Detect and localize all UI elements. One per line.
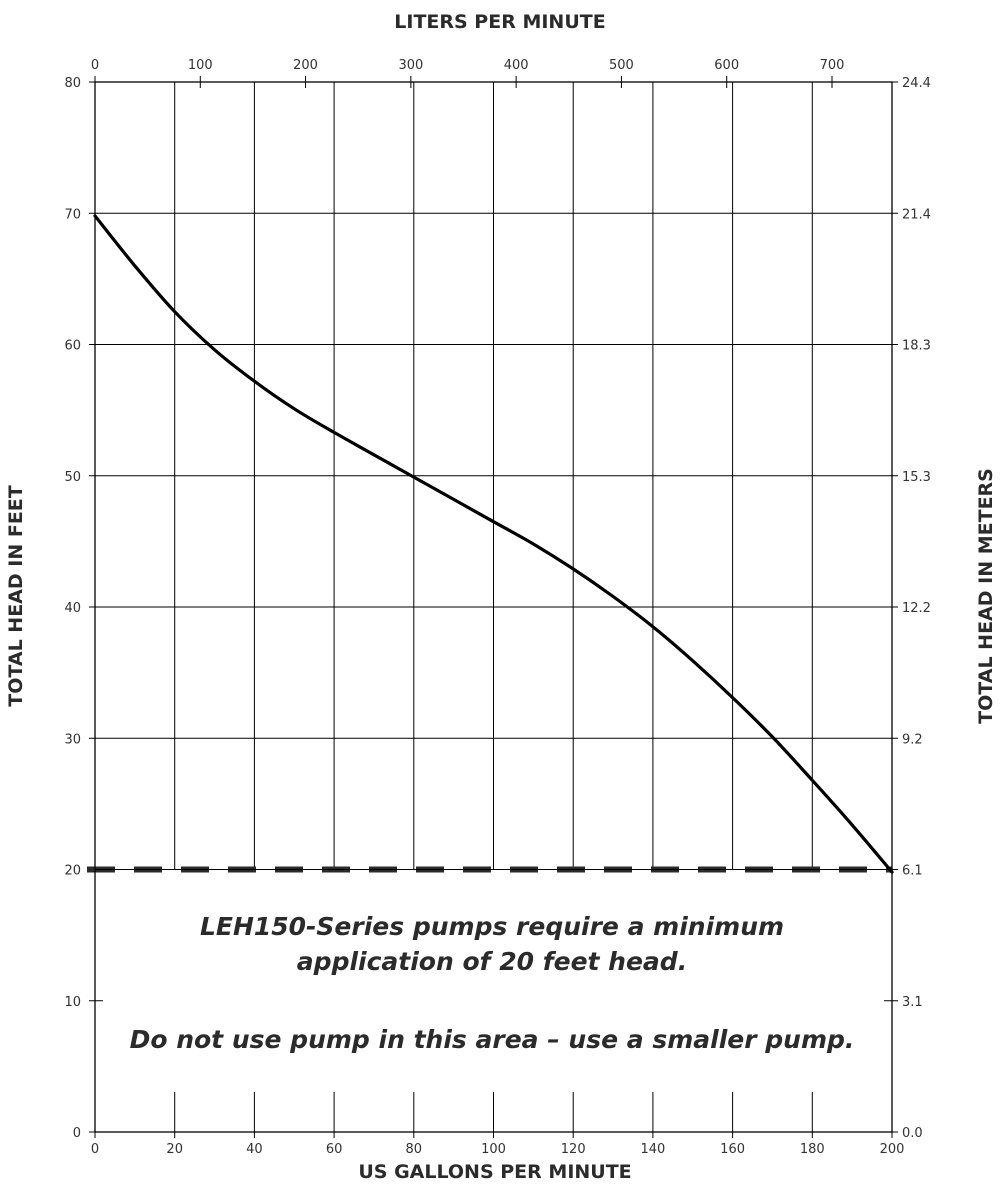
y-left-tick-label-0: 0 [73,1126,81,1141]
x-top-tick-label-0: 0 [91,58,99,73]
annotation-line-2: application of 20 feet head. [297,947,687,976]
y-left-tick-label-70: 70 [64,207,81,222]
x-bottom-tick-label-180: 180 [800,1142,825,1157]
x-bottom-tick-label-140: 140 [640,1142,665,1157]
x-bottom-tick-label-160: 160 [720,1142,745,1157]
x-bottom-tick-label-0: 0 [91,1142,99,1157]
y-left-tick-label-30: 30 [64,732,81,747]
x-top-tick-label-200: 200 [293,58,318,73]
y-right-tick-label-7: 21.4 [902,207,931,222]
top-axis-title: LITERS PER MINUTE [394,11,605,33]
y-right-tick-label-4: 12.2 [902,601,931,616]
y-right-tick-label-2: 6.1 [902,864,923,879]
y-left-tick-label-40: 40 [64,601,81,616]
y-left-tick-label-50: 50 [64,470,81,485]
y-left-tick-label-10: 10 [64,995,81,1010]
series-layer [93,214,894,874]
y-right-tick-label-1: 3.1 [902,995,923,1010]
y-right-tick-label-6: 18.3 [902,339,931,354]
labels-layer: 0 0.0 10 3.1 20 6.1 30 9.2 40 12.2 50 15.3 60 18.3 70 2… [64,58,931,1157]
pump-curve-series-0 [93,214,894,874]
x-bottom-tick-label-120: 120 [561,1142,586,1157]
right-axis-title: TOTAL HEAD IN METERS [975,468,997,724]
ticks-layer [89,76,898,1138]
x-bottom-tick-label-60: 60 [326,1142,343,1157]
annotation-line-1: LEH150-Series pumps require a minimum [200,912,784,941]
x-top-tick-label-500: 500 [609,58,634,73]
bottom-axis-title: US GALLONS PER MINUTE [358,1161,631,1183]
x-top-tick-label-300: 300 [398,58,423,73]
x-top-tick-label-400: 400 [504,58,529,73]
left-axis-title: TOTAL HEAD IN FEET [5,485,27,707]
x-bottom-tick-label-100: 100 [481,1142,506,1157]
x-bottom-tick-label-40: 40 [246,1142,263,1157]
y-right-tick-label-3: 9.2 [902,732,923,747]
x-top-tick-label-600: 600 [714,58,739,73]
y-right-tick-label-5: 15.3 [902,470,931,485]
x-bottom-tick-label-80: 80 [406,1142,423,1157]
y-right-tick-label-0: 0.0 [902,1126,923,1141]
y-left-tick-label-80: 80 [64,76,81,91]
x-top-tick-label-700: 700 [820,58,845,73]
plot-frame [94,81,893,1133]
y-left-tick-label-20: 20 [64,864,81,879]
x-top-tick-label-100: 100 [188,58,213,73]
y-left-tick-label-60: 60 [64,339,81,354]
x-bottom-tick-label-200: 200 [880,1142,905,1157]
grid-layer [95,82,892,1132]
annotation-line-3: Do not use pump in this area – use a sma… [130,1025,855,1054]
y-right-tick-label-8: 24.4 [902,76,931,91]
x-bottom-tick-label-20: 20 [166,1142,183,1157]
